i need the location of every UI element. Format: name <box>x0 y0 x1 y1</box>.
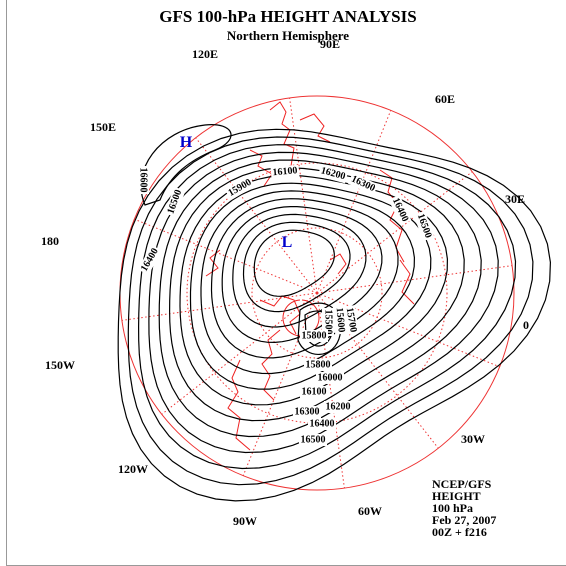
contour-label-bg <box>300 386 328 398</box>
contour-label-bg <box>137 244 163 276</box>
height-contour <box>158 159 482 438</box>
contour-label-bg <box>316 372 344 384</box>
meridian <box>195 137 318 294</box>
longitude-label: 120W <box>118 462 148 476</box>
longitude-label: 90W <box>233 514 257 528</box>
contour-label-bg <box>137 166 149 194</box>
meridian <box>316 110 392 294</box>
contour-label-bg <box>304 359 332 371</box>
longitude-label: 90E <box>320 37 340 51</box>
height-contour <box>140 124 232 206</box>
contour-label-bg <box>388 194 412 226</box>
footer-line: HEIGHT <box>432 489 481 503</box>
contour-label-bg <box>299 434 327 446</box>
contour-label-bg <box>324 401 352 413</box>
height-contour <box>127 136 534 486</box>
contour-label: 16300 <box>349 174 376 195</box>
longitude-label: 30W <box>461 432 485 446</box>
longitude-label: 0 <box>523 318 529 332</box>
height-contour <box>117 128 552 502</box>
meridian <box>242 292 318 476</box>
low-center: L <box>282 234 293 251</box>
height-contour <box>137 144 517 470</box>
contour-label: 16500 <box>301 434 326 445</box>
contour-label-bg <box>342 305 360 335</box>
contour-label-bg <box>270 164 300 180</box>
contour-label: 15500 <box>323 310 334 335</box>
contour-label-bg <box>347 172 379 196</box>
contour-label-bg <box>224 175 256 201</box>
height-contour <box>232 213 367 328</box>
meridian <box>134 218 318 294</box>
contour-label: 16100 <box>272 165 298 178</box>
meridian <box>316 171 473 294</box>
contour-label: 16600 <box>138 168 149 193</box>
contour-label: 16500 <box>165 188 184 215</box>
height-contour <box>253 229 335 297</box>
longitude-label: 60E <box>435 92 455 106</box>
height-contour <box>200 190 416 375</box>
height-contour <box>297 302 342 355</box>
contour-label-bg <box>317 164 349 184</box>
contour-label-bg <box>300 330 328 342</box>
footer-line: 00Z + f216 <box>432 525 487 539</box>
contour-label: 15800 <box>306 359 331 370</box>
footer-line: Feb 27, 2007 <box>432 513 496 527</box>
meridian <box>121 292 318 321</box>
contour-label-bg <box>332 305 348 335</box>
longitude-label: 30E <box>505 192 525 206</box>
longitude-label: 180 <box>41 234 59 248</box>
subtitle: Northern Hemisphere <box>227 28 349 43</box>
contour-label: 15600 <box>334 307 347 333</box>
contour-label: 16400 <box>310 418 335 429</box>
height-contour <box>242 221 351 313</box>
longitude-label: 150E <box>90 120 116 134</box>
longitude-label: 120E <box>192 47 218 61</box>
parallel <box>251 227 383 359</box>
contour-label-bg <box>164 186 186 218</box>
contour-label-bg <box>322 308 334 336</box>
labels: 90E 120E 60E 150E 30E 180 0 150W 30W 120W 90W 60W 16… <box>41 37 529 539</box>
height-contour <box>148 151 499 454</box>
contour-label-bg <box>308 418 336 430</box>
contour-label-bg <box>413 210 435 242</box>
contour-label: 16200 <box>326 401 351 412</box>
contour-label-bg <box>293 406 321 418</box>
high-center: H <box>180 134 193 151</box>
contour-label: 16300 <box>295 406 320 417</box>
meridian <box>316 265 513 294</box>
longitude-label: 60W <box>358 504 382 518</box>
height-contour <box>210 198 399 359</box>
contour-label: 15700 <box>344 307 359 334</box>
title: GFS 100-hPa HEIGHT ANALYSIS <box>159 7 416 26</box>
meridian <box>316 292 500 368</box>
longitude-label: 150W <box>45 358 75 372</box>
footer-line: 100 hPa <box>432 501 473 515</box>
footer-line: NCEP/GFS <box>432 477 492 491</box>
contour-label: 16400 <box>139 246 161 273</box>
contour-label: 16100 <box>302 386 327 397</box>
height-contour <box>179 174 449 406</box>
contour-label: 15800 <box>302 330 327 341</box>
height-contour <box>189 182 432 390</box>
meridian <box>161 292 318 415</box>
contour-label: 16000 <box>318 372 343 383</box>
